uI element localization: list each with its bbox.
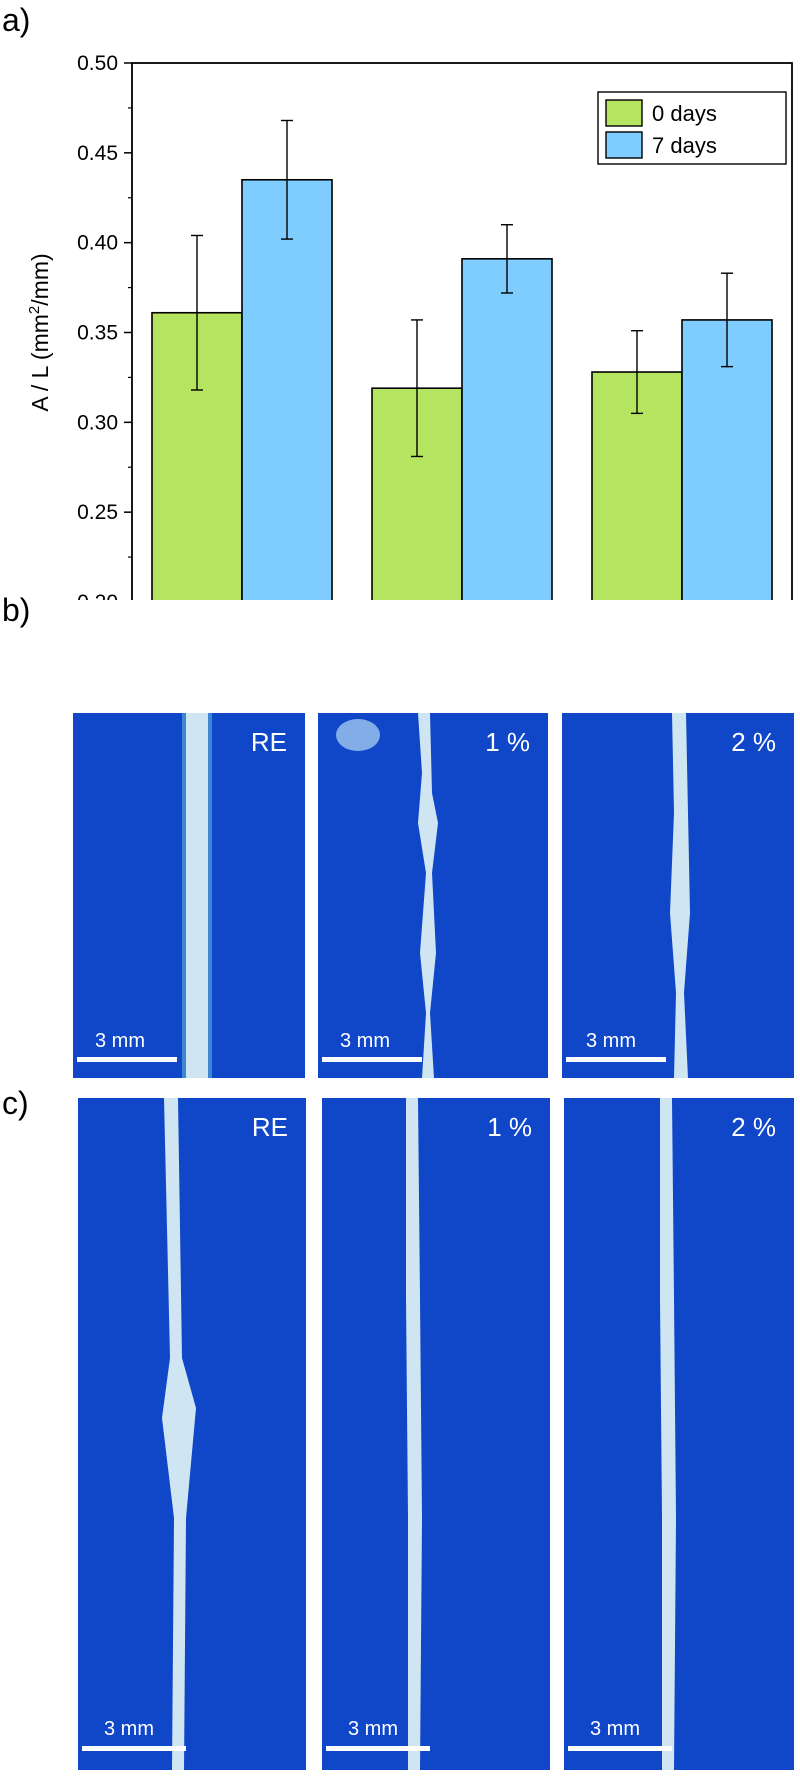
scale-bar [568, 1746, 672, 1751]
photo-c-2pct: 2 % 3 mm [564, 1098, 794, 1770]
specimen-image [162, 1098, 196, 1770]
photo-label: 2 % [731, 1112, 776, 1142]
specimen-image [182, 713, 212, 1078]
specimen-image [336, 713, 438, 1078]
y-axis-label: A / L (mm2/mm) [26, 253, 53, 411]
bar [681, 319, 773, 600]
bar-chart: RE1 %2 %0.200.250.300.350.400.450.50A / … [26, 52, 793, 600]
panel-label-b: b) [2, 592, 31, 628]
scale-bar-label: 3 mm [348, 1718, 398, 1740]
scale-bar-label: 3 mm [586, 1030, 636, 1052]
scale-bar-label: 3 mm [95, 1030, 145, 1052]
legend-swatch [605, 131, 643, 159]
photo-c-1pct: 1 % 3 mm [322, 1098, 550, 1770]
scale-bar [82, 1746, 186, 1751]
bar [241, 178, 333, 600]
photo-label: RE [251, 1112, 288, 1142]
photo-label: RE [250, 727, 287, 757]
scale-bar-label: 3 mm [104, 1718, 154, 1740]
legend-label: 0 days [652, 101, 717, 126]
scale-bar [322, 1057, 422, 1062]
y-tick-label: 0.20 [77, 591, 118, 600]
y-tick-label: 0.35 [77, 322, 118, 345]
y-tick-label: 0.40 [77, 232, 118, 255]
scale-bar [326, 1746, 430, 1751]
legend-label: 7 days [652, 133, 717, 158]
y-tick-label: 0.30 [77, 411, 118, 434]
photo-b-2pct: 2 % 3 mm [562, 713, 794, 1078]
y-tick-label: 0.25 [77, 501, 118, 524]
photo-c-re: RE 3 mm [78, 1098, 306, 1770]
photo-label: 1 % [487, 1112, 532, 1142]
y-tick-label: 0.45 [77, 142, 118, 165]
y-tick-label: 0.50 [77, 52, 118, 75]
scale-bar [566, 1057, 666, 1062]
scale-bar [77, 1057, 177, 1062]
specimen-image [670, 713, 690, 1078]
legend-swatch [605, 99, 643, 127]
photo-label: 1 % [485, 727, 530, 757]
panel-label-c: c) [2, 1085, 29, 1121]
photo-b-1pct: 1 % 3 mm [318, 713, 548, 1078]
scale-bar-label: 3 mm [590, 1718, 640, 1740]
specimen-image [406, 1098, 422, 1770]
panel-label-a: a) [2, 2, 31, 38]
photo-label: 2 % [731, 727, 776, 757]
specimen-image [660, 1098, 676, 1770]
bar [461, 258, 553, 600]
photo-b-re: RE 3 mm [73, 713, 305, 1078]
scale-bar-label: 3 mm [340, 1030, 390, 1052]
